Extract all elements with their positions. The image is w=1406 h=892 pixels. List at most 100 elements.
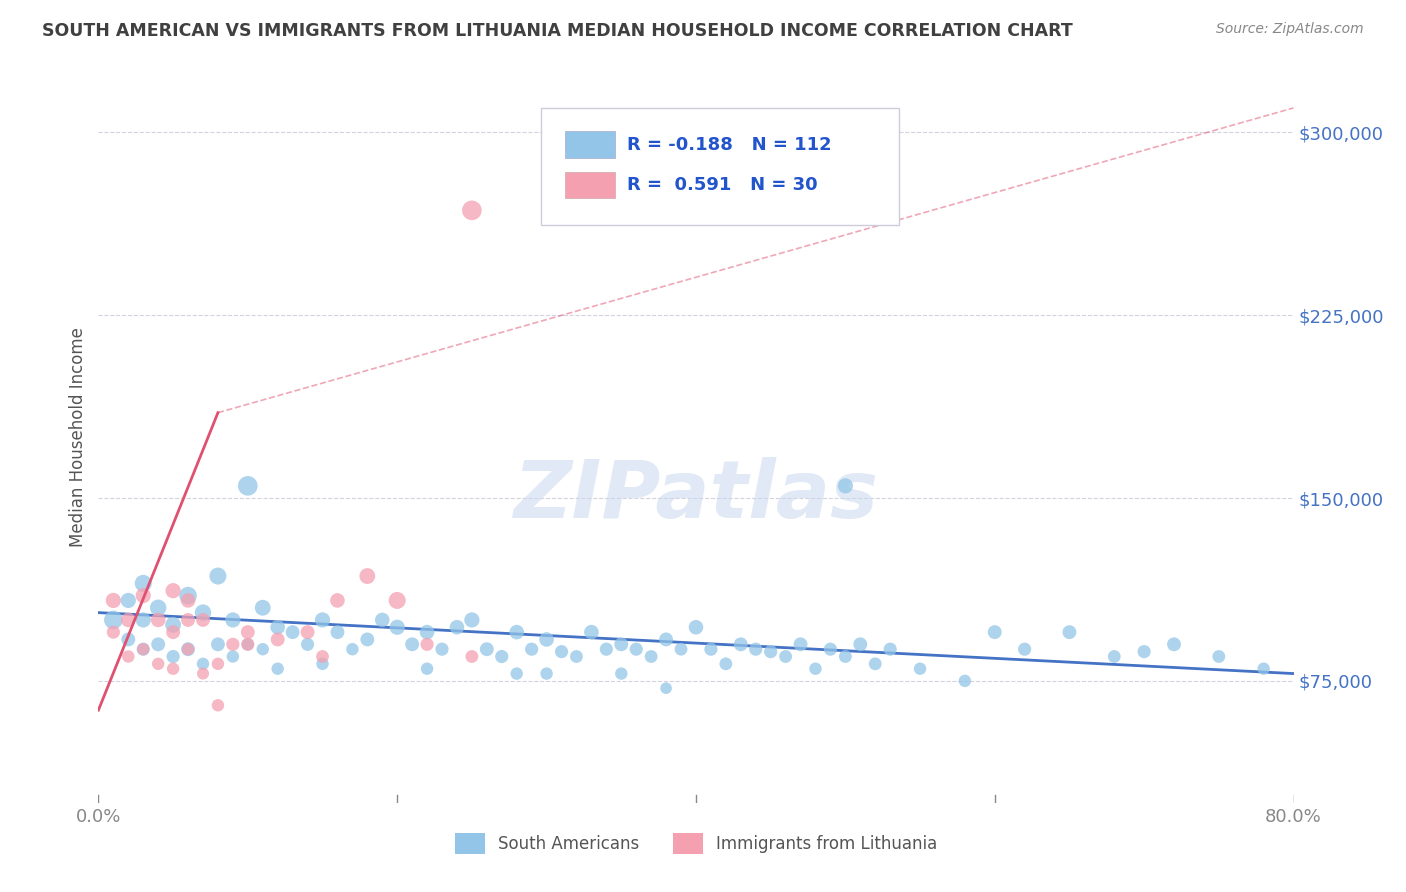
Text: ZIPatlas: ZIPatlas [513,457,879,534]
Point [162,649,184,664]
Point [132,589,155,603]
Text: SOUTH AMERICAN VS IMMIGRANTS FROM LITHUANIA MEDIAN HOUSEHOLD INCOME CORRELATION : SOUTH AMERICAN VS IMMIGRANTS FROM LITHUA… [42,22,1073,40]
Point [879,642,901,657]
Point [162,617,184,632]
Point [820,642,842,657]
Point [191,666,214,681]
Point [356,632,378,647]
Point [446,620,468,634]
Text: R =  0.591   N = 30: R = 0.591 N = 30 [627,176,818,194]
Point [714,657,737,671]
Text: Source: ZipAtlas.com: Source: ZipAtlas.com [1216,22,1364,37]
Point [356,569,378,583]
Point [177,589,200,603]
Point [865,657,887,671]
Point [595,642,617,657]
Point [416,637,439,651]
Point [236,637,259,651]
Point [311,657,333,671]
Point [1163,637,1185,651]
Point [132,642,155,657]
Point [759,645,782,659]
Point [506,625,529,640]
Point [461,613,484,627]
Point [550,645,572,659]
Point [117,632,139,647]
Point [745,642,768,657]
FancyBboxPatch shape [565,171,616,198]
Point [401,637,423,651]
Point [148,637,170,651]
Point [117,593,139,607]
Point [342,642,364,657]
Point [148,657,170,671]
Point [191,657,214,671]
Point [475,642,498,657]
Point [207,637,229,651]
FancyBboxPatch shape [541,108,900,225]
Point [610,666,633,681]
Point [610,637,633,651]
Point [1104,649,1126,664]
Point [132,576,155,591]
Point [669,642,692,657]
Point [207,657,229,671]
Point [148,613,170,627]
Point [267,632,290,647]
Point [506,666,529,681]
Point [1253,662,1275,676]
Point [416,662,439,676]
Point [191,613,214,627]
Point [775,649,797,664]
Point [326,593,349,607]
Point [416,625,439,640]
Point [103,613,125,627]
Point [267,662,290,676]
Point [834,649,856,664]
Point [536,632,558,647]
Point [700,642,723,657]
Point [236,625,259,640]
Point [311,649,333,664]
Point [103,625,125,640]
Point [491,649,513,664]
Point [581,625,603,640]
Point [297,625,319,640]
Point [655,681,678,696]
Point [655,632,678,647]
Point [789,637,811,651]
Point [177,613,200,627]
Point [849,637,872,651]
Point [177,593,200,607]
Point [311,613,333,627]
Point [1014,642,1036,657]
Point [385,620,409,634]
Point [117,613,139,627]
Point [207,698,229,713]
Point [536,666,558,681]
Point [267,620,290,634]
Point [132,613,155,627]
Point [1059,625,1081,640]
Point [281,625,304,640]
Point [162,662,184,676]
Point [191,606,214,620]
Point [385,593,409,607]
Point [162,625,184,640]
Point [461,203,484,218]
Point [326,625,349,640]
Legend: South Americans, Immigrants from Lithuania: South Americans, Immigrants from Lithuan… [449,827,943,860]
Point [1208,649,1230,664]
Point [162,583,184,598]
Point [236,637,259,651]
Point [685,620,707,634]
Point [520,642,543,657]
Point [222,637,245,651]
Point [984,625,1007,640]
Point [953,673,976,688]
Point [222,613,245,627]
Point [430,642,453,657]
Point [222,649,245,664]
Point [565,649,588,664]
Point [730,637,752,651]
